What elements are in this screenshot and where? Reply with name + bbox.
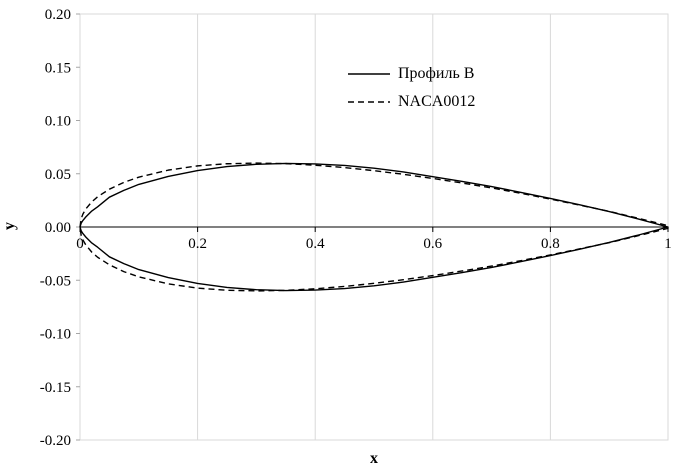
x-tick-label: 0.2: [188, 236, 207, 252]
x-tick-label: 1: [664, 236, 672, 252]
legend-item-profil-b: Профиль В: [348, 60, 475, 88]
legend-label-profil-b: Профиль В: [398, 65, 475, 82]
y-axis-title: y: [1, 222, 18, 230]
y-tick-label: -0.10: [40, 327, 71, 343]
y-tick-label: 0.00: [45, 220, 71, 236]
y-tick-label: -0.15: [40, 380, 71, 396]
dashed-line-sample-icon: [348, 101, 390, 103]
x-tick-label: 0.8: [541, 236, 560, 252]
y-tick-label: -0.05: [40, 273, 71, 289]
y-tick-label: 0.05: [45, 167, 71, 183]
legend-label-naca0012: NACA0012: [398, 93, 476, 110]
curve-naca0012: [79, 162, 669, 292]
x-tick-label: 0.4: [306, 236, 325, 252]
y-tick-label: 0.10: [45, 114, 71, 130]
x-tick-label: 0.6: [423, 236, 442, 252]
solid-line-sample-icon: [348, 73, 390, 75]
legend: Профиль В NACA0012: [348, 60, 475, 116]
x-tick-label: 0: [76, 236, 84, 252]
y-tick-label: 0.20: [45, 7, 71, 23]
y-tick-label: 0.15: [45, 60, 71, 76]
y-tick-label: -0.20: [40, 433, 71, 449]
legend-item-naca0012: NACA0012: [348, 88, 475, 116]
curve-profil-b: [79, 162, 669, 292]
x-axis-title: x: [370, 450, 378, 467]
